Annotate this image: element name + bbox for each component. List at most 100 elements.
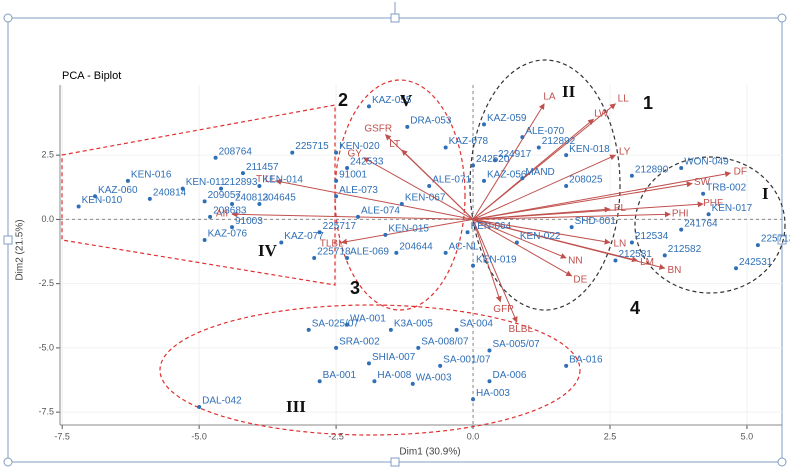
point-label: KAZ-056 <box>487 169 527 180</box>
point-label: KEN-017 <box>712 203 753 214</box>
vector-label: LM <box>640 257 654 268</box>
vector-label: TILL <box>256 174 276 185</box>
loading-vector <box>472 218 638 263</box>
point-label: 212582 <box>668 244 702 255</box>
point-label: DAL-042 <box>202 396 242 407</box>
point-label: KAZ-059 <box>487 113 527 124</box>
point-label: 204645 <box>262 193 296 204</box>
loading-vector <box>472 218 573 277</box>
genotype-point <box>679 227 684 232</box>
point-label: WA-003 <box>416 373 452 384</box>
loading-vector <box>472 181 693 220</box>
genotype-point <box>487 379 492 384</box>
genotype-point <box>443 145 448 150</box>
point-label: KAZ-078 <box>449 136 489 147</box>
vector-label: PL <box>614 203 627 214</box>
point-label: TRB-002 <box>706 182 746 193</box>
genotype-point <box>471 163 476 168</box>
loading-vector <box>472 103 545 220</box>
point-label: 212892 <box>542 136 576 147</box>
genotype-point <box>334 345 339 350</box>
point-label: KAZ-060 <box>98 185 138 196</box>
point-label: ALE-071 <box>432 175 471 186</box>
point-label: BA-001 <box>323 370 357 381</box>
vector-label: DF <box>734 166 747 177</box>
genotype-point <box>427 183 432 188</box>
point-label: 209057 <box>208 190 242 201</box>
vector-label: GY <box>348 148 363 159</box>
genotype-point <box>202 237 207 242</box>
genotype-point <box>536 145 541 150</box>
vector-label: DE <box>573 275 587 286</box>
point-label: 204644 <box>399 241 433 252</box>
genotype-point <box>755 243 760 248</box>
genotype-point <box>345 166 350 171</box>
point-label: 91003 <box>235 216 263 227</box>
genotype-point <box>356 214 361 219</box>
genotype-point <box>438 363 443 368</box>
y-tick-label: -2.5 <box>38 278 54 288</box>
genotype-point <box>471 263 476 268</box>
vector-label: LY <box>619 147 631 158</box>
genotype-point <box>487 348 492 353</box>
x-tick-label: -2.5 <box>328 431 344 441</box>
vector-label: BN <box>668 265 682 276</box>
point-label: 212581 <box>618 249 652 260</box>
vector-label: SW <box>694 177 711 188</box>
genotype-point <box>564 153 569 158</box>
point-label: KEN-018 <box>569 144 610 155</box>
x-tick-label: -5.0 <box>191 431 207 441</box>
point-label: MAND <box>525 167 554 178</box>
genotype-point <box>306 327 311 332</box>
group-number: 1 <box>643 93 653 113</box>
genotype-point <box>492 158 497 163</box>
genotype-point <box>317 379 322 384</box>
point-label: SRA-002 <box>339 337 380 348</box>
point-label: KEN-022 <box>520 231 561 242</box>
point-label: KEN-010 <box>82 195 123 206</box>
point-label: 241764 <box>684 218 718 229</box>
point-label: KEN-014 <box>262 175 303 186</box>
genotype-point <box>454 327 459 332</box>
vector-label: GSFR <box>364 124 392 135</box>
point-label: BA-016 <box>569 355 603 366</box>
point-label: WA-001 <box>350 313 386 324</box>
point-label: WON-049 <box>684 157 729 168</box>
genotype-point <box>520 135 525 140</box>
x-tick-label: 0.0 <box>467 431 480 441</box>
genotype-point <box>662 253 667 258</box>
loading-vector <box>472 219 518 323</box>
genotype-point <box>481 122 486 127</box>
x-tick-label: -7.5 <box>54 431 70 441</box>
vector-label: PHF <box>703 198 723 209</box>
y-tick-label: -5.0 <box>38 342 54 352</box>
genotype-point <box>279 240 284 245</box>
point-label: 208683 <box>213 205 247 216</box>
point-label: KEN-064 <box>471 221 512 232</box>
genotype-point <box>416 345 421 350</box>
cluster-label: V <box>400 91 413 110</box>
point-label: SA-005/07 <box>492 339 540 350</box>
point-label: 212534 <box>635 231 669 242</box>
genotype-point <box>334 194 339 199</box>
genotype-point <box>629 240 634 245</box>
point-label: 225715 <box>295 141 329 152</box>
genotype-point <box>93 194 98 199</box>
genotype-point <box>481 178 486 183</box>
point-label: KEN-067 <box>405 193 446 204</box>
point-label: KAZ-076 <box>208 229 248 240</box>
genotype-point <box>405 124 410 129</box>
genotype-point <box>317 230 322 235</box>
loading-vector <box>473 211 671 220</box>
genotype-point <box>706 212 711 217</box>
point-label: KEN-016 <box>131 169 172 180</box>
point-label: SA-004 <box>460 319 494 330</box>
loading-vector <box>362 157 474 220</box>
loading-vector <box>473 206 611 220</box>
genotype-point <box>202 199 207 204</box>
genotype-point <box>257 201 262 206</box>
point-label: 240813 <box>235 193 269 204</box>
genotype-point <box>197 405 202 410</box>
selection-handles <box>3 2 787 467</box>
